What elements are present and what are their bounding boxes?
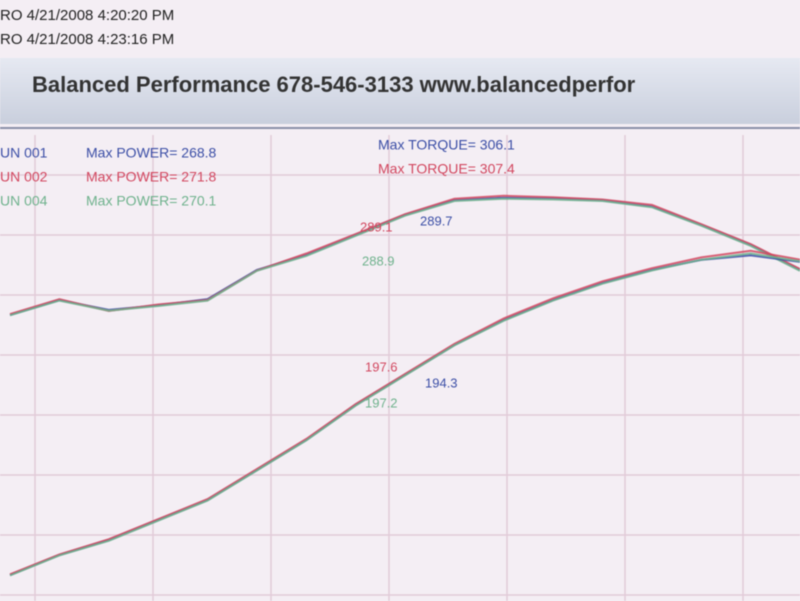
legend-power: Max POWER= 270.1 — [86, 193, 217, 209]
curve — [9, 252, 800, 577]
grid — [0, 135, 800, 601]
banner-title: Balanced Performance 678-546-3133 www.ba… — [32, 72, 636, 97]
curve — [9, 197, 800, 317]
annotation: 289.1 — [360, 219, 393, 234]
plot: 289.1 289.7 288.9 197.6 194.3 197.2 — [9, 194, 800, 577]
legend-run: UN 004 — [0, 193, 48, 209]
legend-torque: Max TORQUE= 307.4 — [378, 161, 515, 177]
header-line: RO 4/21/2008 4:23:16 PM — [0, 31, 174, 48]
legend-torque: Max TORQUE= 306.1 — [378, 137, 515, 153]
legend: UN 001 Max POWER= 268.8 Max TORQUE= 306.1 U… — [0, 137, 515, 209]
legend-power: Max POWER= 271.8 — [86, 169, 217, 185]
header-line: RO 4/21/2008 4:20:20 PM — [0, 7, 174, 24]
curve — [9, 249, 800, 576]
annotation: 194.3 — [425, 375, 458, 390]
legend-run: UN 001 — [0, 145, 48, 161]
legend-power: Max POWER= 268.8 — [86, 145, 217, 161]
annotation: 288.9 — [362, 253, 395, 268]
legend-run: UN 002 — [0, 169, 48, 185]
annotation: 197.2 — [365, 395, 398, 410]
annotation: 289.7 — [420, 213, 453, 228]
annotation: 197.6 — [365, 359, 398, 374]
banner — [0, 58, 800, 124]
